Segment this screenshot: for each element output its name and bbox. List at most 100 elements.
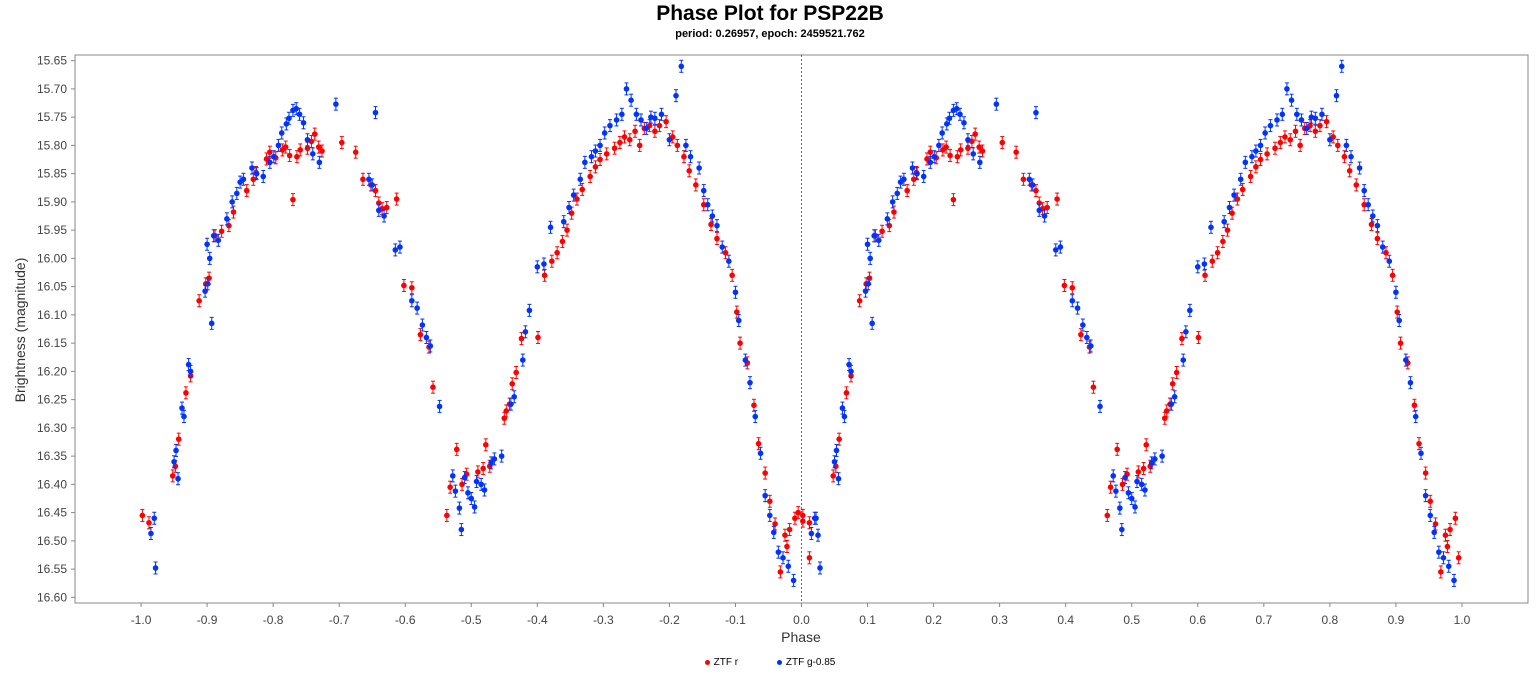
- data-point[interactable]: [1442, 532, 1449, 539]
- data-point[interactable]: [196, 297, 202, 304]
- data-point[interactable]: [993, 101, 1000, 107]
- data-point[interactable]: [465, 490, 471, 496]
- data-point[interactable]: [708, 221, 714, 228]
- data-point[interactable]: [1114, 446, 1120, 453]
- data-point[interactable]: [588, 153, 595, 160]
- data-point[interactable]: [638, 117, 644, 123]
- data-point[interactable]: [1418, 450, 1424, 457]
- data-point[interactable]: [597, 156, 603, 163]
- data-point[interactable]: [436, 403, 443, 410]
- data-point[interactable]: [1427, 512, 1434, 519]
- data-point[interactable]: [603, 151, 610, 157]
- data-point[interactable]: [1179, 335, 1185, 342]
- data-point[interactable]: [1445, 563, 1452, 570]
- data-point[interactable]: [592, 164, 599, 170]
- data-point[interactable]: [1282, 134, 1288, 140]
- data-point[interactable]: [1122, 474, 1128, 481]
- data-point[interactable]: [1272, 145, 1278, 152]
- data-point[interactable]: [673, 92, 679, 99]
- data-point[interactable]: [275, 142, 282, 149]
- data-point[interactable]: [1274, 117, 1280, 123]
- data-point[interactable]: [751, 402, 757, 409]
- data-point[interactable]: [1087, 343, 1094, 349]
- data-point[interactable]: [1253, 164, 1259, 170]
- data-point[interactable]: [1257, 142, 1264, 149]
- data-point[interactable]: [1057, 244, 1064, 250]
- data-point[interactable]: [296, 111, 303, 118]
- data-point[interactable]: [831, 458, 838, 465]
- data-point[interactable]: [939, 130, 945, 136]
- data-point[interactable]: [846, 361, 852, 368]
- data-point[interactable]: [1303, 125, 1310, 132]
- data-point[interactable]: [1451, 577, 1457, 584]
- data-point[interactable]: [683, 142, 689, 149]
- data-point[interactable]: [815, 532, 821, 539]
- data-point[interactable]: [300, 119, 307, 126]
- data-point[interactable]: [775, 549, 782, 555]
- data-point[interactable]: [722, 249, 729, 256]
- data-point[interactable]: [1036, 207, 1043, 214]
- data-point[interactable]: [1143, 442, 1150, 448]
- data-point[interactable]: [1159, 453, 1165, 459]
- data-point[interactable]: [352, 149, 359, 155]
- data-point[interactable]: [1257, 156, 1264, 163]
- data-point[interactable]: [1135, 469, 1142, 475]
- data-point[interactable]: [1317, 122, 1323, 129]
- data-point[interactable]: [148, 530, 154, 537]
- data-point[interactable]: [1061, 282, 1068, 289]
- data-point[interactable]: [309, 151, 316, 157]
- data-point[interactable]: [1234, 196, 1241, 202]
- data-point[interactable]: [1427, 498, 1434, 505]
- data-point[interactable]: [498, 453, 505, 459]
- data-point[interactable]: [202, 288, 208, 294]
- data-point[interactable]: [632, 128, 638, 135]
- data-point[interactable]: [376, 207, 382, 214]
- data-point[interactable]: [936, 142, 942, 149]
- data-point[interactable]: [830, 473, 837, 479]
- data-point[interactable]: [1353, 182, 1360, 188]
- data-point[interactable]: [894, 190, 901, 197]
- data-point[interactable]: [453, 446, 460, 453]
- data-point[interactable]: [1242, 159, 1249, 166]
- data-point[interactable]: [735, 317, 742, 324]
- data-point[interactable]: [1374, 235, 1381, 242]
- data-point[interactable]: [218, 228, 225, 235]
- data-point[interactable]: [1168, 401, 1175, 407]
- data-point[interactable]: [1229, 210, 1235, 216]
- data-point[interactable]: [1033, 109, 1039, 116]
- data-point[interactable]: [304, 136, 311, 143]
- data-point[interactable]: [623, 86, 630, 92]
- data-point[interactable]: [175, 475, 181, 482]
- data-point[interactable]: [1416, 440, 1422, 447]
- data-point[interactable]: [311, 131, 318, 137]
- data-point[interactable]: [1226, 204, 1233, 211]
- data-point[interactable]: [865, 281, 872, 287]
- data-point[interactable]: [1029, 182, 1036, 188]
- data-point[interactable]: [1020, 176, 1027, 183]
- data-point[interactable]: [1148, 460, 1155, 466]
- data-point[interactable]: [1288, 97, 1295, 103]
- data-point[interactable]: [509, 381, 516, 387]
- data-point[interactable]: [1422, 492, 1429, 499]
- data-point[interactable]: [839, 405, 846, 411]
- data-point[interactable]: [1134, 478, 1140, 485]
- data-point[interactable]: [369, 182, 376, 188]
- data-point[interactable]: [549, 258, 555, 265]
- data-point[interactable]: [1383, 249, 1389, 256]
- data-point[interactable]: [1287, 136, 1294, 143]
- data-point[interactable]: [183, 390, 189, 396]
- data-point[interactable]: [187, 368, 194, 375]
- data-point[interactable]: [206, 255, 213, 262]
- data-point[interactable]: [808, 530, 815, 537]
- data-point[interactable]: [1033, 187, 1039, 194]
- data-point[interactable]: [582, 159, 588, 166]
- data-point[interactable]: [444, 512, 450, 519]
- data-point[interactable]: [1298, 117, 1305, 123]
- data-point[interactable]: [1447, 526, 1453, 533]
- data-point[interactable]: [1389, 272, 1396, 279]
- data-point[interactable]: [488, 460, 494, 466]
- data-point[interactable]: [920, 173, 927, 180]
- data-point[interactable]: [806, 555, 813, 561]
- data-point[interactable]: [621, 134, 628, 140]
- data-point[interactable]: [1312, 128, 1319, 135]
